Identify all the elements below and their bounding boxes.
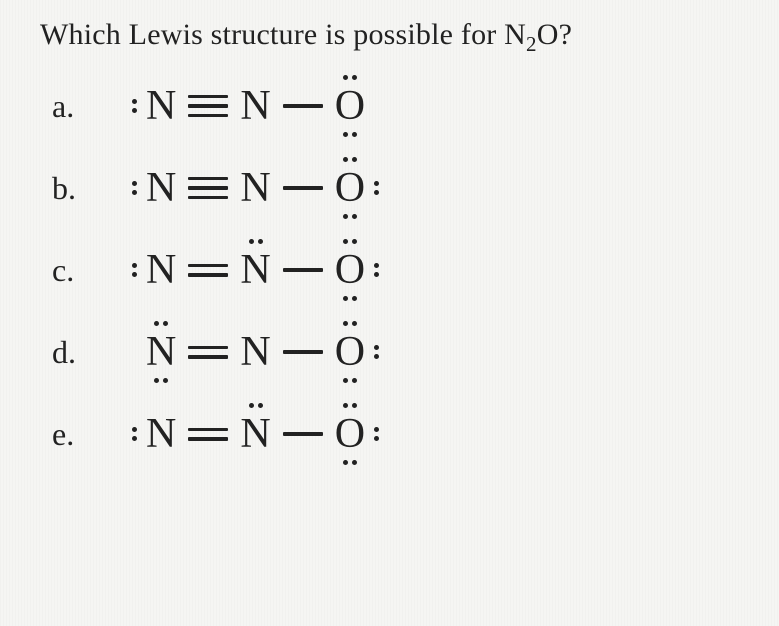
atom-symbol: O	[335, 165, 365, 211]
atom: O	[331, 413, 369, 455]
lone-pair-bottom	[154, 378, 168, 383]
bond-single	[283, 268, 323, 272]
question-suffix: O?	[537, 18, 572, 51]
atom: N	[236, 167, 274, 209]
lone-pair-top	[343, 75, 357, 80]
atom: N	[142, 167, 180, 209]
lone-pair-top	[154, 321, 168, 326]
lone-pair-bottom	[343, 378, 357, 383]
lone-pair-left	[132, 181, 137, 195]
lone-pair-left	[132, 99, 137, 113]
atom: O	[331, 331, 369, 373]
bond-single	[283, 186, 323, 190]
lone-pair-left	[132, 263, 137, 277]
atom: O	[331, 249, 369, 291]
choice-row[interactable]: e.NNO	[52, 413, 751, 455]
lone-pair-left	[132, 427, 137, 441]
atom: N	[142, 331, 180, 373]
choice-list: a.NNOb.NNOc.NNOd.NNOe.NNO	[52, 85, 751, 455]
lone-pair-right	[374, 181, 379, 195]
atom: N	[142, 85, 180, 127]
lone-pair-right	[374, 427, 379, 441]
atom: N	[236, 331, 274, 373]
bond-triple	[188, 177, 228, 200]
question-subscript: 2	[526, 32, 537, 56]
atom: N	[236, 249, 274, 291]
lewis-structure: NNO	[142, 85, 369, 127]
atom: O	[331, 167, 369, 209]
lone-pair-bottom	[343, 214, 357, 219]
atom-symbol: N	[146, 165, 176, 211]
choice-row[interactable]: a.NNO	[52, 85, 751, 127]
atom: N	[236, 413, 274, 455]
bond-single	[283, 350, 323, 354]
choice-label: b.	[52, 170, 142, 207]
atom-symbol: N	[240, 411, 270, 457]
choice-label: c.	[52, 252, 142, 289]
atom-symbol: O	[335, 83, 365, 129]
atom-symbol: N	[240, 165, 270, 211]
lone-pair-right	[374, 345, 379, 359]
choice-row[interactable]: b.NNO	[52, 167, 751, 209]
atom-symbol: N	[146, 411, 176, 457]
bond-double	[188, 428, 228, 441]
atom-symbol: N	[146, 83, 176, 129]
lewis-structure: NNO	[142, 413, 369, 455]
choice-label: a.	[52, 88, 142, 125]
atom-symbol: N	[240, 247, 270, 293]
lone-pair-right	[374, 263, 379, 277]
lone-pair-bottom	[343, 460, 357, 465]
question-text: Which Lewis structure is possible for N2…	[40, 18, 751, 57]
lewis-structure: NNO	[142, 249, 369, 291]
atom-symbol: N	[146, 329, 176, 375]
bond-double	[188, 264, 228, 277]
atom: N	[142, 413, 180, 455]
atom-symbol: N	[146, 247, 176, 293]
bond-triple	[188, 95, 228, 118]
lone-pair-bottom	[343, 132, 357, 137]
lone-pair-bottom	[343, 296, 357, 301]
lone-pair-top	[249, 403, 263, 408]
question-prefix: Which Lewis structure is possible for N	[40, 18, 526, 51]
lone-pair-top	[343, 321, 357, 326]
choice-label: d.	[52, 334, 142, 371]
question-page: Which Lewis structure is possible for N2…	[0, 0, 779, 475]
choice-row[interactable]: d.NNO	[52, 331, 751, 373]
atom-symbol: N	[240, 329, 270, 375]
atom-symbol: O	[335, 329, 365, 375]
lone-pair-top	[343, 157, 357, 162]
atom-symbol: O	[335, 247, 365, 293]
lone-pair-top	[343, 403, 357, 408]
atom: N	[142, 249, 180, 291]
lone-pair-top	[343, 239, 357, 244]
atom: O	[331, 85, 369, 127]
lewis-structure: NNO	[142, 331, 369, 373]
bond-double	[188, 346, 228, 359]
atom: N	[236, 85, 274, 127]
lone-pair-top	[249, 239, 263, 244]
bond-single	[283, 104, 323, 108]
lewis-structure: NNO	[142, 167, 369, 209]
bond-single	[283, 432, 323, 436]
choice-row[interactable]: c.NNO	[52, 249, 751, 291]
choice-label: e.	[52, 416, 142, 453]
atom-symbol: O	[335, 411, 365, 457]
atom-symbol: N	[240, 83, 270, 129]
